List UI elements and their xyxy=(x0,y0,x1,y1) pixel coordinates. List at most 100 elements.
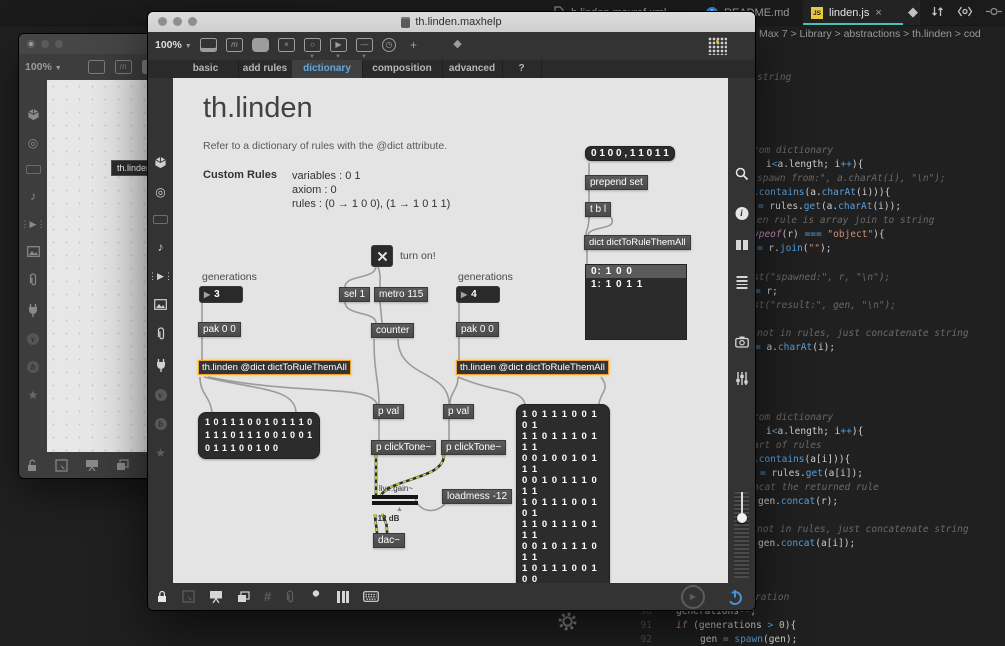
list-icon[interactable] xyxy=(736,276,747,290)
generations-number-box-right[interactable]: ▶ 4 xyxy=(456,286,500,303)
snapshot-camera-icon[interactable] xyxy=(734,336,749,348)
compare-changes-icon[interactable] xyxy=(931,4,944,19)
toggle-box[interactable] xyxy=(371,245,393,267)
add-object-icon[interactable]: + xyxy=(409,38,417,52)
audio-icon[interactable]: ◎ xyxy=(155,185,166,199)
vizzie-icon[interactable]: v xyxy=(154,389,167,401)
wrench-icon[interactable] xyxy=(309,589,323,604)
tab-composition[interactable]: composition xyxy=(362,60,443,78)
message-box-icon[interactable]: m xyxy=(226,38,243,52)
slider-icon[interactable]: — ▼ xyxy=(356,38,373,60)
tbl-object[interactable]: t b l xyxy=(585,202,612,217)
plug-icon[interactable] xyxy=(155,358,167,372)
audio-power-button[interactable] xyxy=(726,588,744,606)
minimize-button[interactable] xyxy=(41,40,49,48)
p-clicktone-left[interactable]: p clickTone~ xyxy=(371,440,437,455)
gear-icon[interactable] xyxy=(557,611,578,632)
patcher-canvas[interactable]: th.linden Refer to a dictionary of rules… xyxy=(173,78,728,583)
close-button[interactable] xyxy=(158,17,167,26)
tab-dictionary[interactable]: dictionary xyxy=(292,60,363,78)
pak-object-left[interactable]: pak 0 0 xyxy=(198,322,241,337)
object-icon[interactable] xyxy=(25,165,41,174)
toggle-box-icon[interactable]: × xyxy=(278,38,295,52)
grid-icon[interactable]: # xyxy=(264,589,272,604)
vizzie-icon[interactable]: v xyxy=(27,333,39,345)
axiom-message-box[interactable]: 0 1 0 0 , 1 1 0 1 1 xyxy=(585,146,675,161)
dict-object[interactable]: dict dictToRuleThemAll xyxy=(584,235,691,250)
lock-icon[interactable] xyxy=(156,590,168,603)
keyboard-icon[interactable] xyxy=(363,591,380,602)
presentation-icon[interactable] xyxy=(209,590,223,603)
dict-view[interactable]: 0: 1 0 0 1: 1 0 1 1 xyxy=(585,264,687,340)
split-editor-icon[interactable]: ◆ xyxy=(908,3,918,19)
sequencer-icon[interactable]: ⋮▶⋮ xyxy=(20,219,46,229)
search-icon[interactable] xyxy=(735,167,749,181)
pak-object-right[interactable]: pak 0 0 xyxy=(456,322,499,337)
p-clicktone-right[interactable]: p clickTone~ xyxy=(441,440,507,455)
mixer-sliders-icon[interactable] xyxy=(735,372,748,385)
object-palette-icon[interactable] xyxy=(708,37,727,55)
unlock-icon[interactable] xyxy=(26,459,38,472)
select-cursor-icon[interactable] xyxy=(182,590,195,603)
open-changes-icon[interactable] xyxy=(957,5,973,18)
tab-linden-js[interactable]: JS linden.js × xyxy=(803,0,920,25)
clock-icon[interactable]: ◷ xyxy=(382,38,396,52)
tab-basic[interactable]: basic xyxy=(173,60,239,78)
breadcrumb[interactable]: nts > Max 7 > Library > abstractions > t… xyxy=(733,28,981,40)
livegain-slider-handle[interactable]: ▲ xyxy=(396,506,403,513)
button-icon[interactable]: ○ ▼ xyxy=(304,38,321,60)
close-button[interactable] xyxy=(27,40,35,48)
dict-row[interactable]: 1: 1 0 1 1 xyxy=(591,279,644,290)
tab-help[interactable]: ? xyxy=(502,60,542,78)
sel-object[interactable]: sel 1 xyxy=(339,287,371,302)
prepend-object[interactable]: prepend set xyxy=(585,175,648,190)
th-linden-object-left[interactable]: th.linden @dict dictToRuleThemAll xyxy=(198,360,351,375)
close-icon[interactable]: × xyxy=(875,6,882,19)
livegain-meter[interactable]: ▲ xyxy=(372,495,418,513)
star-icon[interactable]: ★ xyxy=(27,388,39,402)
object-icon[interactable] xyxy=(153,215,168,224)
star-icon[interactable]: ★ xyxy=(155,446,166,460)
layers-icon[interactable] xyxy=(116,459,129,471)
reference-info-icon[interactable]: i xyxy=(735,207,748,220)
midi-icon[interactable]: ♪ xyxy=(30,189,36,203)
max-objects-icon[interactable] xyxy=(154,156,167,169)
image-icon[interactable] xyxy=(154,299,167,310)
playbar-icon[interactable]: ▶ ▼ xyxy=(330,38,347,60)
object-box-icon[interactable] xyxy=(200,38,217,52)
master-volume-meter[interactable] xyxy=(734,492,749,578)
metro-object[interactable]: metro 115 xyxy=(374,287,429,302)
more-actions-icon[interactable] xyxy=(986,5,1002,18)
minimize-button[interactable] xyxy=(173,17,182,26)
tab-advanced[interactable]: advanced xyxy=(442,60,503,78)
midi-icon[interactable]: ♪ xyxy=(157,240,164,254)
th-linden-object-right[interactable]: th.linden @dict dictToRuleThemAll xyxy=(456,360,609,375)
sequencer-icon[interactable]: ⋮▶⋮ xyxy=(148,271,173,281)
object-box-icon[interactable] xyxy=(87,60,105,74)
presentation-icon[interactable] xyxy=(85,459,99,471)
zoom-button[interactable] xyxy=(188,17,197,26)
result-message-box-left[interactable]: 1 0 1 1 1 0 0 1 0 1 1 1 0 1 1 1 0 1 1 1 … xyxy=(198,412,320,459)
beap-icon[interactable]: b xyxy=(27,361,39,373)
zoom-control[interactable]: 100% ▼ xyxy=(25,61,62,73)
zoom-button[interactable] xyxy=(55,40,63,48)
documentation-icon[interactable] xyxy=(735,240,748,250)
paperclip-icon[interactable] xyxy=(156,327,166,341)
counter-object[interactable]: counter xyxy=(371,323,415,338)
paperclip-icon[interactable] xyxy=(28,273,38,287)
volume-knob[interactable] xyxy=(736,513,747,523)
result-message-box-tall[interactable]: 1 0 1 1 1 0 0 1 0 1 1 1 0 1 1 1 0 1 1 1 … xyxy=(516,404,610,583)
comment-icon[interactable] xyxy=(252,38,269,52)
message-box-icon[interactable]: m xyxy=(114,60,132,74)
dac-object[interactable]: dac~ xyxy=(373,533,405,548)
select-cursor-icon[interactable] xyxy=(55,458,68,472)
p-val-right[interactable]: p val xyxy=(443,404,475,419)
max-objects-icon[interactable] xyxy=(27,108,40,121)
tab-add-rules[interactable]: add rules xyxy=(238,60,293,78)
plug-icon[interactable] xyxy=(27,303,39,317)
beap-icon[interactable]: b xyxy=(154,418,167,430)
p-val-left[interactable]: p val xyxy=(373,404,405,419)
generations-number-box-left[interactable]: ▶ 3 xyxy=(199,286,243,303)
image-icon[interactable] xyxy=(26,246,40,257)
